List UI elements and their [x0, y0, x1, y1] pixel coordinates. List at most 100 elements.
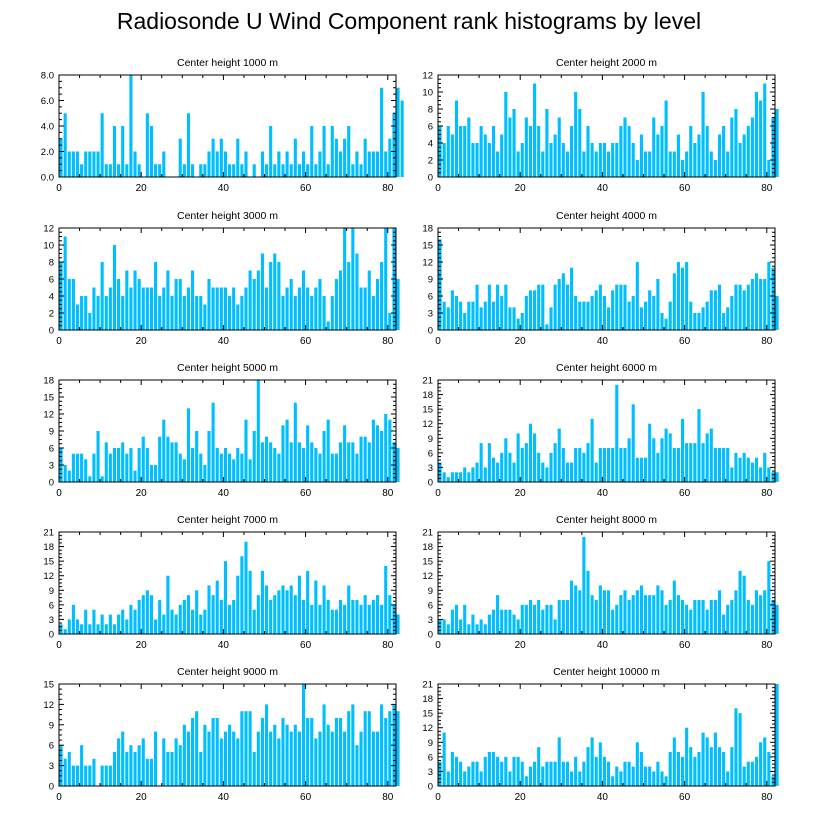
histogram-bar — [570, 126, 574, 177]
histogram-bar — [500, 134, 504, 177]
histogram-bar — [479, 619, 483, 634]
histogram-bar — [467, 624, 471, 634]
y-tick-label: 6 — [49, 600, 54, 611]
histogram-bar — [471, 614, 475, 634]
histogram-bar — [108, 765, 112, 786]
histogram-bar — [219, 138, 223, 177]
histogram-bar — [463, 126, 467, 177]
y-tick-label: 6 — [428, 292, 433, 303]
histogram-bar — [228, 604, 232, 634]
histogram-bar — [730, 117, 734, 177]
histogram-bar — [582, 151, 586, 177]
histogram-bar — [750, 117, 754, 177]
histogram-bar — [141, 595, 145, 634]
histogram-bar — [767, 160, 771, 177]
histogram-bar — [252, 752, 256, 786]
histogram-bar — [100, 113, 104, 177]
histogram-bar — [754, 92, 759, 177]
histogram-bar — [627, 761, 631, 786]
histogram-bar — [537, 452, 541, 482]
histogram-bar — [450, 134, 454, 177]
histogram-bar — [158, 164, 162, 177]
histogram-bar — [722, 448, 726, 482]
histogram-bar — [697, 600, 701, 634]
histogram-bar — [371, 731, 375, 786]
chart-title: Center height 3000 m — [177, 210, 278, 222]
histogram-bar — [545, 324, 549, 330]
histogram-bar — [88, 476, 92, 482]
histogram-bar — [211, 287, 215, 330]
histogram-bar — [524, 443, 528, 482]
histogram-bar — [689, 443, 693, 482]
histogram-bar — [537, 600, 541, 634]
histogram-bar — [767, 467, 771, 482]
histogram-bar — [701, 307, 705, 330]
histogram-bar — [697, 752, 701, 786]
histogram-bar — [392, 442, 396, 482]
histogram-bar — [223, 448, 227, 482]
histogram-bar — [471, 143, 475, 177]
histogram-bar — [388, 419, 392, 482]
histogram-bar — [63, 465, 67, 482]
histogram-bar — [195, 296, 199, 330]
histogram-bar — [660, 590, 664, 634]
histogram-bar — [384, 228, 388, 330]
histogram-bar — [705, 301, 709, 330]
histogram-bar — [553, 443, 557, 482]
histogram-bar — [359, 164, 363, 177]
histogram-bar — [244, 151, 248, 177]
histogram-bar — [359, 287, 363, 330]
histogram-bar — [71, 765, 75, 786]
histogram-bar — [528, 423, 533, 482]
histogram-bar — [322, 585, 326, 634]
histogram-bar — [500, 296, 504, 330]
histogram-bar — [578, 301, 582, 330]
histogram-bar — [211, 718, 215, 786]
chart-panel-5: Center height 5000 m 0 20 40 60 80 0 3 6 9 12 15 18 — [43, 362, 400, 499]
histogram-bar — [318, 453, 322, 482]
histogram-bar — [504, 756, 508, 786]
histogram-bar — [680, 600, 685, 634]
histogram-bar — [594, 290, 598, 330]
histogram-bar — [375, 731, 380, 786]
y-tick-label: 21 — [422, 528, 433, 539]
histogram-bar — [347, 262, 351, 330]
histogram-bar — [541, 462, 545, 482]
histogram-bar — [125, 270, 129, 330]
histogram-bar — [672, 580, 676, 634]
histogram-bar — [297, 731, 301, 786]
x-tick-label: 0 — [435, 183, 441, 194]
histogram-bar — [248, 459, 252, 482]
histogram-bar — [557, 600, 561, 634]
y-tick-label: 2 — [428, 156, 433, 167]
histogram-bar — [256, 595, 260, 634]
x-tick-label: 0 — [56, 183, 62, 194]
y-tick-label: 4 — [49, 292, 54, 303]
histogram-bar — [635, 160, 639, 177]
histogram-bar — [598, 143, 602, 177]
histogram-bar — [129, 75, 133, 177]
histogram-bar — [672, 151, 676, 177]
histogram-bar — [318, 279, 322, 330]
histogram-bar — [260, 442, 264, 482]
histogram-bar — [170, 752, 174, 786]
histogram-bar — [459, 301, 463, 330]
histogram-bar — [689, 747, 693, 786]
histogram-bar — [475, 624, 479, 634]
histogram-bar — [750, 462, 754, 482]
histogram-bar — [223, 151, 227, 177]
histogram-bar — [219, 453, 223, 482]
histogram-bar — [149, 758, 154, 786]
y-tick-label: 12 — [43, 700, 54, 711]
y-tick-label: 9 — [428, 275, 433, 286]
histogram-bar — [264, 287, 269, 330]
x-tick-label: 0 — [56, 336, 62, 347]
histogram-bar — [297, 442, 301, 482]
histogram-bar — [219, 738, 223, 786]
histogram-bar — [635, 457, 639, 482]
histogram-bar — [524, 117, 528, 177]
histogram-bar — [355, 453, 359, 482]
histogram-bar — [117, 164, 121, 177]
histogram-bar — [611, 143, 615, 177]
histogram-bar — [602, 448, 606, 482]
